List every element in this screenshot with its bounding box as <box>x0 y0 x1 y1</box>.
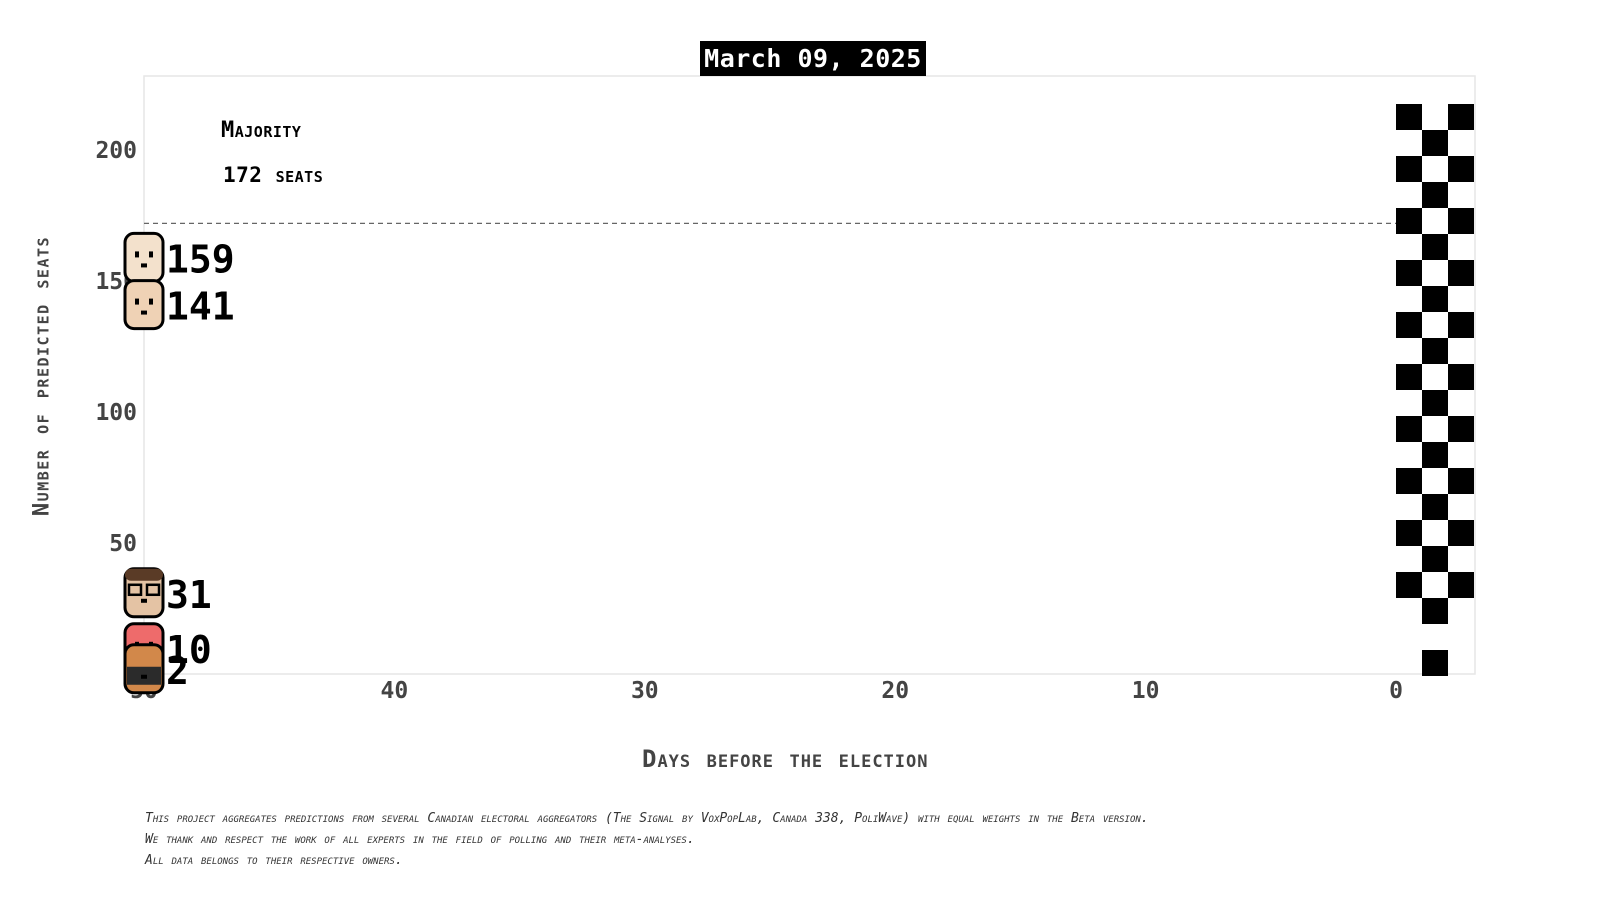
finish-flag-square <box>1422 494 1448 520</box>
majority-seats-label: 172 seats <box>223 163 324 187</box>
avatar-head <box>123 231 165 283</box>
finish-flag-square <box>1422 130 1448 156</box>
finish-flag-square <box>1422 598 1448 624</box>
date-badge: March 09, 2025 <box>700 41 926 76</box>
x-tick-label: 10 <box>1132 678 1160 704</box>
footer-credits: This project aggregates predictions from… <box>145 808 1585 871</box>
finish-flag-square <box>1448 312 1474 338</box>
footer-line: We thank and respect the work of all exp… <box>145 832 695 847</box>
finish-flag-square <box>1422 182 1448 208</box>
y-axis-title: Number of predicted seats <box>29 235 55 517</box>
x-axis-ticks: 50403020100 <box>130 678 1403 704</box>
avatar-mouth <box>141 263 147 268</box>
y-tick-label: 200 <box>95 138 137 164</box>
avatar-hair <box>125 568 163 581</box>
x-tick-label: 30 <box>631 678 659 704</box>
footer-line: This project aggregates predictions from… <box>145 811 1149 826</box>
finish-flag-square <box>1448 208 1474 234</box>
plot-area-border <box>143 75 1476 675</box>
x-tick-label: 20 <box>881 678 909 704</box>
finish-flag-square <box>1396 364 1422 390</box>
finish-flag-square <box>1448 104 1474 130</box>
avatar-glasses <box>127 583 143 597</box>
finish-flag-square <box>1396 416 1422 442</box>
x-tick-label: 40 <box>381 678 409 704</box>
avatar-head <box>123 279 165 331</box>
avatar-glasses <box>145 583 161 597</box>
finish-flag-square <box>1448 520 1474 546</box>
seat-value-label: 2 <box>166 649 189 693</box>
orange-leader-avatar: 2 <box>123 643 189 695</box>
finish-flag-square <box>1396 572 1422 598</box>
avatar-mouth <box>141 674 147 679</box>
finish-flag-square <box>1396 208 1422 234</box>
finish-flag-square <box>1396 520 1422 546</box>
seat-value-label: 159 <box>166 237 235 281</box>
seat-value-label: 141 <box>166 285 235 329</box>
y-tick-label: 100 <box>95 400 137 426</box>
avatar-mouth <box>141 310 147 315</box>
seat-value-label: 10 <box>166 628 212 672</box>
finish-flag-square <box>1422 546 1448 572</box>
finish-flag-square <box>1422 650 1448 676</box>
leader-avatar: 141 <box>123 279 235 331</box>
avatar-eye <box>135 298 139 305</box>
avatar-eye <box>149 251 153 258</box>
avatar-eye <box>135 251 139 258</box>
finish-flag-square <box>1448 260 1474 286</box>
finish-flag-square <box>1448 468 1474 494</box>
finish-flag-square <box>1448 572 1474 598</box>
finish-flag-square <box>1422 390 1448 416</box>
checkered-finish-flag <box>1396 104 1474 676</box>
x-axis-title: Days before the election <box>642 745 929 773</box>
finish-flag-square <box>1448 364 1474 390</box>
finish-flag-square <box>1422 442 1448 468</box>
finish-flag-square <box>1422 234 1448 260</box>
finish-flag-square <box>1396 156 1422 182</box>
seat-value-label: 31 <box>166 573 212 617</box>
x-tick-label: 0 <box>1389 678 1403 704</box>
avatar-mouth <box>141 598 147 603</box>
y-tick-label: 50 <box>109 531 137 557</box>
finish-flag-square <box>1422 286 1448 312</box>
finish-flag-square <box>1396 312 1422 338</box>
majority-title: Majority <box>221 118 302 143</box>
finish-flag-square <box>1396 104 1422 130</box>
finish-flag-square <box>1396 468 1422 494</box>
bald-leader-avatar: 159 <box>123 231 235 283</box>
finish-flag-square <box>1448 416 1474 442</box>
finish-flag-square <box>1396 260 1422 286</box>
avatar-eye <box>149 298 153 305</box>
glasses-leader-avatar: 31 <box>123 567 212 619</box>
footer-line: All data belongs to their respective own… <box>145 853 403 868</box>
finish-flag-square <box>1422 338 1448 364</box>
finish-flag-square <box>1448 156 1474 182</box>
